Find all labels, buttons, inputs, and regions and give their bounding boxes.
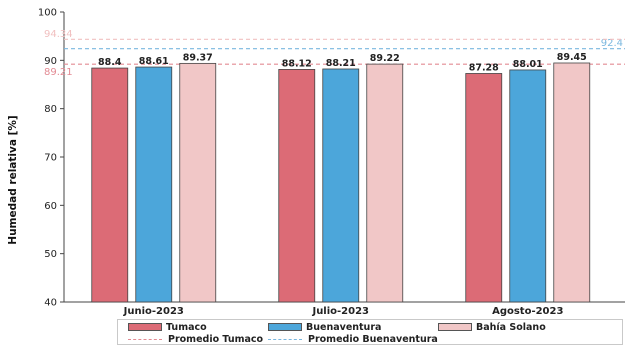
average-label-2: 94.34 [44, 29, 73, 40]
data-label-tumaco-julio-2023: 88.12 [282, 58, 312, 69]
legend-label-buenaventura: Buenaventura [306, 321, 382, 333]
legend-swatch-tumaco [128, 323, 162, 331]
data-label-bahia-solano-junio-2023: 89.37 [183, 52, 213, 63]
data-label-buenaventura-junio-2023: 88.61 [139, 56, 169, 67]
legend-label-promedio-buenaventura: Promedio Buenaventura [308, 333, 438, 345]
y-tick-label-50: 50 [44, 249, 57, 260]
data-label-bahia-solano-julio-2023: 89.22 [370, 53, 400, 64]
y-tick-label-90: 90 [44, 56, 57, 67]
legend-label-bahia-solano: Bahía Solano [476, 321, 546, 333]
y-tick-label-40: 40 [44, 298, 57, 309]
legend-item-bahia-solano: Bahía Solano [438, 321, 546, 333]
legend-dash-promedio-buenaventura [268, 338, 302, 340]
x-tick-label-junio-2023: Junio-2023 [123, 306, 184, 317]
x-tick-label-agosto-2023: Agosto-2023 [492, 306, 563, 317]
legend-dash-promedio-tumaco [128, 338, 162, 340]
y-tick-label-70: 70 [44, 153, 57, 164]
bar-buenaventura-junio-2023 [135, 66, 173, 303]
x-tick-label-julio-2023: Julio-2023 [311, 306, 369, 317]
bar-bahia-solano-junio-2023 [179, 62, 217, 303]
data-label-bahia-solano-agosto-2023: 89.45 [557, 52, 587, 63]
legend-item-promedio-tumaco: Promedio Tumaco [128, 333, 263, 345]
humidity-bar-chart: 40 50 60 70 80 90 100 Junio-2023 Julio-2023 Agost… [7, 8, 625, 317]
bar-tumaco-junio-2023 [91, 67, 129, 303]
bar-groups [91, 62, 591, 303]
average-lines: 89.21 92.4 94.34 [44, 29, 625, 78]
bar-tumaco-agosto-2023 [465, 73, 503, 303]
chart-legend: Tumaco Buenaventura Bahía Solano Promedi… [117, 319, 623, 345]
data-label-tumaco-agosto-2023: 87.28 [469, 62, 499, 73]
bar-bahia-solano-julio-2023 [366, 63, 404, 303]
legend-label-promedio-tumaco: Promedio Tumaco [168, 333, 264, 345]
bar-buenaventura-julio-2023 [322, 68, 360, 303]
data-label-tumaco-junio-2023: 88.4 [98, 57, 122, 68]
bar-bahia-solano-agosto-2023 [553, 62, 591, 303]
y-tick-label-100: 100 [38, 8, 57, 19]
bar-tumaco-julio-2023 [278, 69, 316, 303]
data-label-buenaventura-julio-2023: 88.21 [326, 58, 356, 69]
legend-swatch-bahia-solano [438, 323, 472, 331]
y-axis-label: Humedad relativa [%] [7, 115, 19, 244]
legend-swatch-buenaventura [268, 323, 302, 331]
data-label-buenaventura-agosto-2023: 88.01 [513, 59, 543, 70]
legend-label-tumaco: Tumaco [166, 321, 207, 333]
legend-item-promedio-buenaventura: Promedio Buenaventura [268, 333, 438, 345]
y-tick-label-60: 60 [44, 201, 57, 212]
legend-item-tumaco: Tumaco [128, 321, 207, 333]
legend-item-buenaventura: Buenaventura [268, 321, 381, 333]
average-label-1: 92.4 [601, 38, 623, 49]
data-labels: 88.4 88.61 89.37 88.12 88.21 89.22 87.28 88.01 8… [98, 52, 587, 73]
average-label-0: 89.21 [44, 67, 73, 78]
y-tick-label-80: 80 [44, 104, 57, 115]
bar-buenaventura-agosto-2023 [509, 69, 547, 303]
